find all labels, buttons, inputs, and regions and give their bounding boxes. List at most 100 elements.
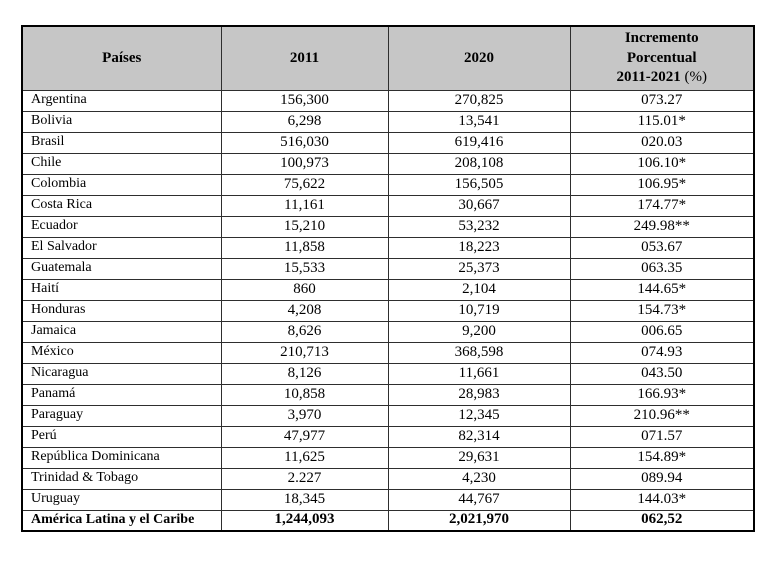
table-row: Chile 100,973 208,108 106.10* (21, 152, 755, 175)
cell-country: Honduras (21, 299, 222, 322)
incremento-header-line3: 2011-2021 (%) (575, 68, 750, 88)
cell-incremento: 106.10* (569, 152, 755, 175)
cell-incremento: 106.95* (569, 173, 755, 196)
cell-country: Trinidad & Tobago (21, 467, 222, 490)
table-header: Países 2011 2020 Incremento Porcentual 2… (21, 25, 755, 91)
cell-incremento: 144.03* (569, 488, 755, 511)
cell-2011: 2.227 (220, 467, 389, 490)
column-header-2020: 2020 (387, 25, 571, 91)
table-row: Colombia 75,622 156,505 106.95* (21, 173, 755, 196)
cell-2011: 47,977 (220, 425, 389, 448)
cell-2020: 18,223 (387, 236, 571, 259)
cell-country: Nicaragua (21, 362, 222, 385)
cell-2011: 11,625 (220, 446, 389, 469)
cell-incremento: 006.65 (569, 320, 755, 343)
cell-incremento: 174.77* (569, 194, 755, 217)
table-row: Ecuador 15,210 53,232 249.98** (21, 215, 755, 238)
incremento-header-line1: Incremento (624, 30, 699, 46)
cell-incremento: 063.35 (569, 257, 755, 280)
total-row: América Latina y el Caribe 1,244,093 2,0… (21, 509, 755, 532)
table-row: Trinidad & Tobago 2.227 4,230 089.94 (21, 467, 755, 490)
cell-total-label: América Latina y el Caribe (21, 509, 222, 532)
cell-2011: 15,210 (220, 215, 389, 238)
cell-2020: 9,200 (387, 320, 571, 343)
cell-2020: 270,825 (387, 89, 571, 112)
incremento-header-percent: (%) (680, 69, 707, 85)
cell-2020: 82,314 (387, 425, 571, 448)
column-header-2011: 2011 (220, 25, 389, 91)
cell-2011: 3,970 (220, 404, 389, 427)
cell-country: Ecuador (21, 215, 222, 238)
table-row: Bolivia 6,298 13,541 115.01* (21, 110, 755, 133)
cell-country: México (21, 341, 222, 364)
table-row: República Dominicana 11,625 29,631 154.8… (21, 446, 755, 469)
cell-incremento: 053.67 (569, 236, 755, 259)
cell-2011: 100,973 (220, 152, 389, 175)
incremento-header-line2: Porcentual (626, 49, 697, 66)
cell-country: Guatemala (21, 257, 222, 280)
cell-country: Colombia (21, 173, 222, 196)
cell-2020: 368,598 (387, 341, 571, 364)
cell-2020: 28,983 (387, 383, 571, 406)
cell-2011: 860 (220, 278, 389, 301)
cell-2020: 2,104 (387, 278, 571, 301)
cell-2011: 11,858 (220, 236, 389, 259)
cell-incremento: 073.27 (569, 89, 755, 112)
cell-2011: 15,533 (220, 257, 389, 280)
table-row: El Salvador 11,858 18,223 053.67 (21, 236, 755, 259)
cell-country: Argentina (21, 89, 222, 112)
cell-2020: 29,631 (387, 446, 571, 469)
cell-2011: 11,161 (220, 194, 389, 217)
cell-2020: 10,719 (387, 299, 571, 322)
cell-2011: 8,626 (220, 320, 389, 343)
cell-2011: 156,300 (220, 89, 389, 112)
column-header-incremento: Incremento Porcentual 2011-2021 (%) (569, 25, 755, 91)
cell-country: Jamaica (21, 320, 222, 343)
cell-2020: 156,505 (387, 173, 571, 196)
cell-incremento: 166.93* (569, 383, 755, 406)
cell-2020: 619,416 (387, 131, 571, 154)
cell-incremento: 074.93 (569, 341, 755, 364)
cell-2011: 210,713 (220, 341, 389, 364)
cell-2011: 6,298 (220, 110, 389, 133)
cell-2020: 25,373 (387, 257, 571, 280)
table-row: Nicaragua 8,126 11,661 043.50 (21, 362, 755, 385)
countries-table: Países 2011 2020 Incremento Porcentual 2… (21, 25, 755, 532)
table-row: Argentina 156,300 270,825 073.27 (21, 89, 755, 112)
cell-country: El Salvador (21, 236, 222, 259)
cell-2020: 4,230 (387, 467, 571, 490)
cell-incremento: 154.89* (569, 446, 755, 469)
cell-incremento: 210.96** (569, 404, 755, 427)
table-row: Paraguay 3,970 12,345 210.96** (21, 404, 755, 427)
table-row: Uruguay 18,345 44,767 144.03* (21, 488, 755, 511)
cell-incremento: 115.01* (569, 110, 755, 133)
cell-country: Haití (21, 278, 222, 301)
cell-2020: 30,667 (387, 194, 571, 217)
cell-2020: 53,232 (387, 215, 571, 238)
cell-total-2020: 2,021,970 (387, 509, 571, 532)
cell-2020: 44,767 (387, 488, 571, 511)
cell-2011: 516,030 (220, 131, 389, 154)
cell-incremento: 144.65* (569, 278, 755, 301)
cell-incremento: 043.50 (569, 362, 755, 385)
cell-country: Perú (21, 425, 222, 448)
cell-incremento: 154.73* (569, 299, 755, 322)
cell-country: Panamá (21, 383, 222, 406)
cell-total-incremento: 062,52 (569, 509, 755, 532)
column-header-paises: Países (21, 25, 222, 91)
cell-total-2011: 1,244,093 (220, 509, 389, 532)
table-row: Guatemala 15,533 25,373 063.35 (21, 257, 755, 280)
cell-country: Uruguay (21, 488, 222, 511)
cell-2011: 18,345 (220, 488, 389, 511)
table-row: Brasil 516,030 619,416 020.03 (21, 131, 755, 154)
table-row: Jamaica 8,626 9,200 006.65 (21, 320, 755, 343)
cell-country: Costa Rica (21, 194, 222, 217)
cell-2020: 11,661 (387, 362, 571, 385)
cell-incremento: 020.03 (569, 131, 755, 154)
table-body: Argentina 156,300 270,825 073.27 Bolivia… (21, 89, 755, 511)
cell-2020: 12,345 (387, 404, 571, 427)
cell-2011: 75,622 (220, 173, 389, 196)
table-row: Haití 860 2,104 144.65* (21, 278, 755, 301)
cell-2011: 4,208 (220, 299, 389, 322)
